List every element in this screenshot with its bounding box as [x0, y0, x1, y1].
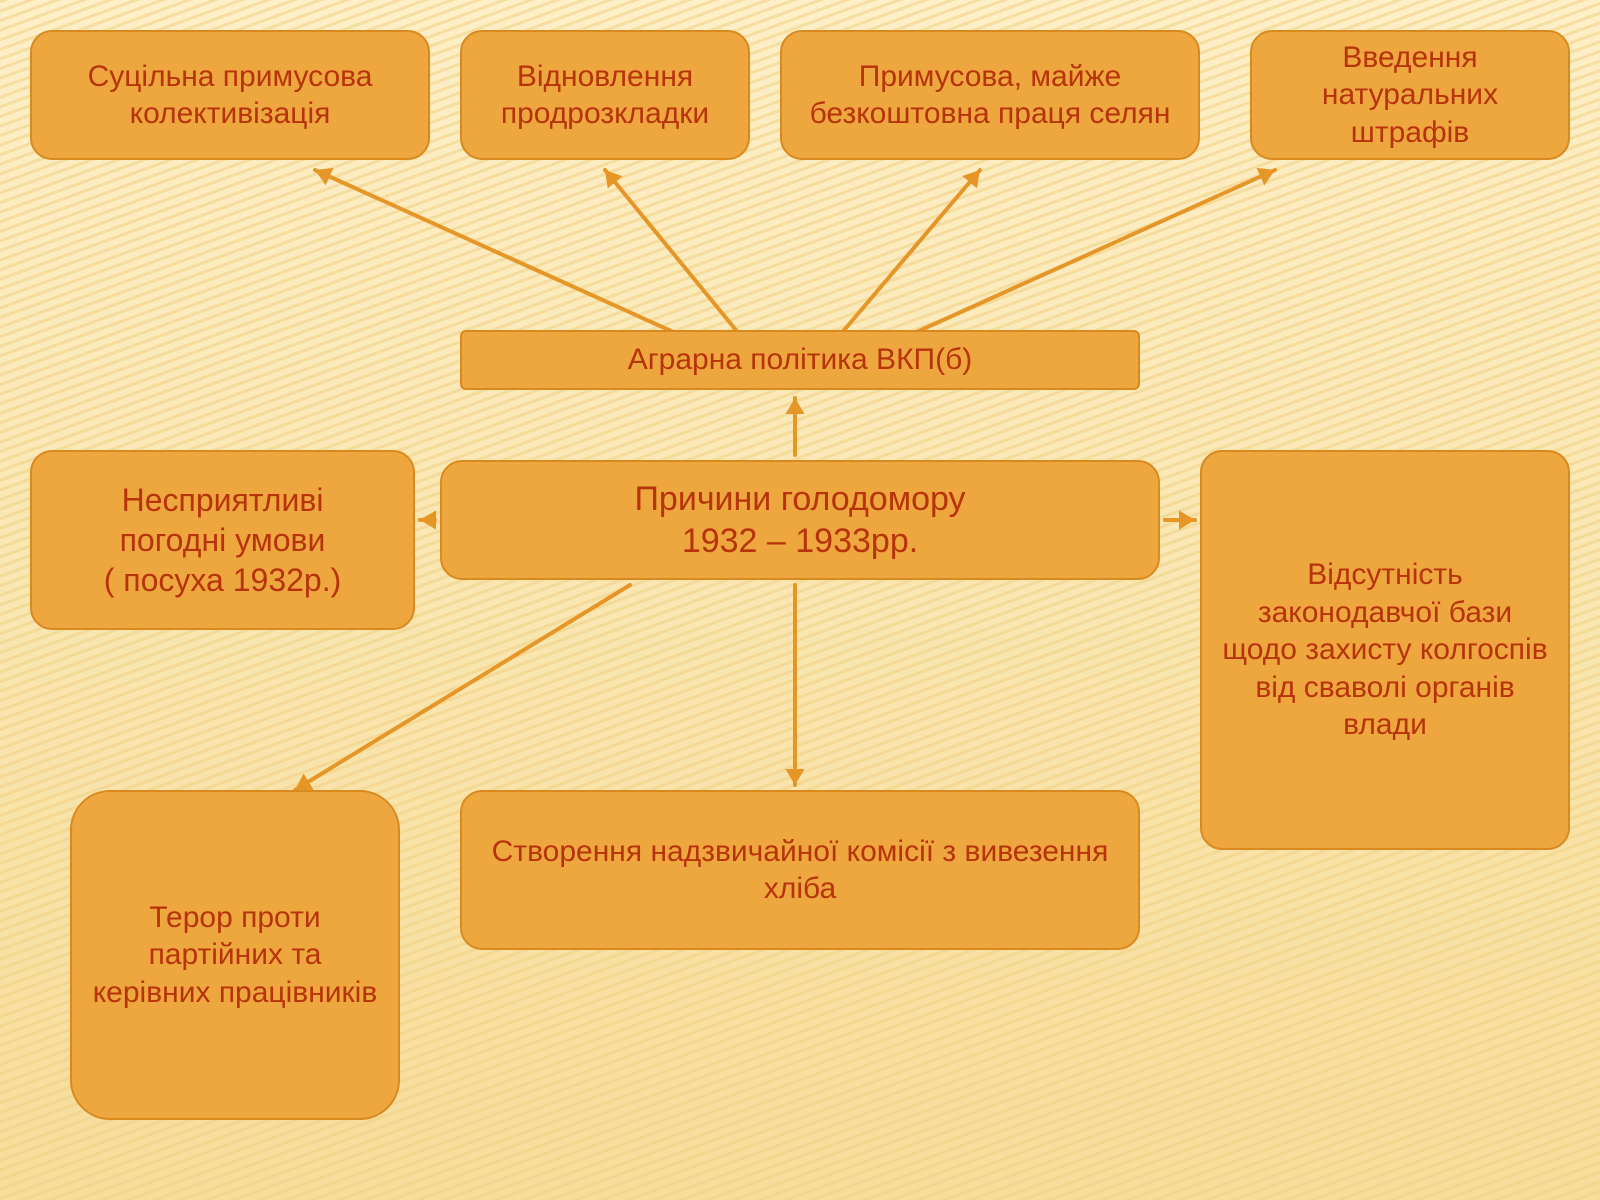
box-causes-center: Причини голодомору1932 – 1933рр.: [440, 460, 1160, 580]
box-no-law: Відсутність законодавчої бази щодо захис…: [1200, 450, 1570, 850]
box-agrarian-policy: Аграрна політика ВКП(б): [460, 330, 1140, 390]
box-prodrozkladka: Відновлення продрозкладки: [460, 30, 750, 160]
box-bad-weather: Несприятливіпогодні умови( посуха 1932р.…: [30, 450, 415, 630]
box-commission: Створення надзвичайної комісії з вивезен…: [460, 790, 1140, 950]
box-forced-labor: Примусова, майже безкоштовна праця селян: [780, 30, 1200, 160]
box-fines: Введення натуральних штрафів: [1250, 30, 1570, 160]
box-terror: Терор проти партійних та керівних праців…: [70, 790, 400, 1120]
box-collectivization: Суцільна примусова колективізація: [30, 30, 430, 160]
